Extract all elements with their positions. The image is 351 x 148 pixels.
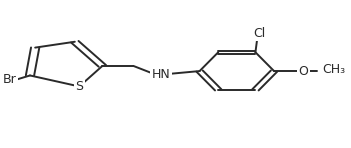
Text: S: S bbox=[75, 80, 83, 93]
Text: HN: HN bbox=[152, 67, 170, 81]
Text: Br: Br bbox=[2, 73, 16, 86]
Text: O: O bbox=[298, 65, 308, 78]
Text: CH₃: CH₃ bbox=[322, 63, 345, 76]
Text: Cl: Cl bbox=[253, 27, 265, 40]
